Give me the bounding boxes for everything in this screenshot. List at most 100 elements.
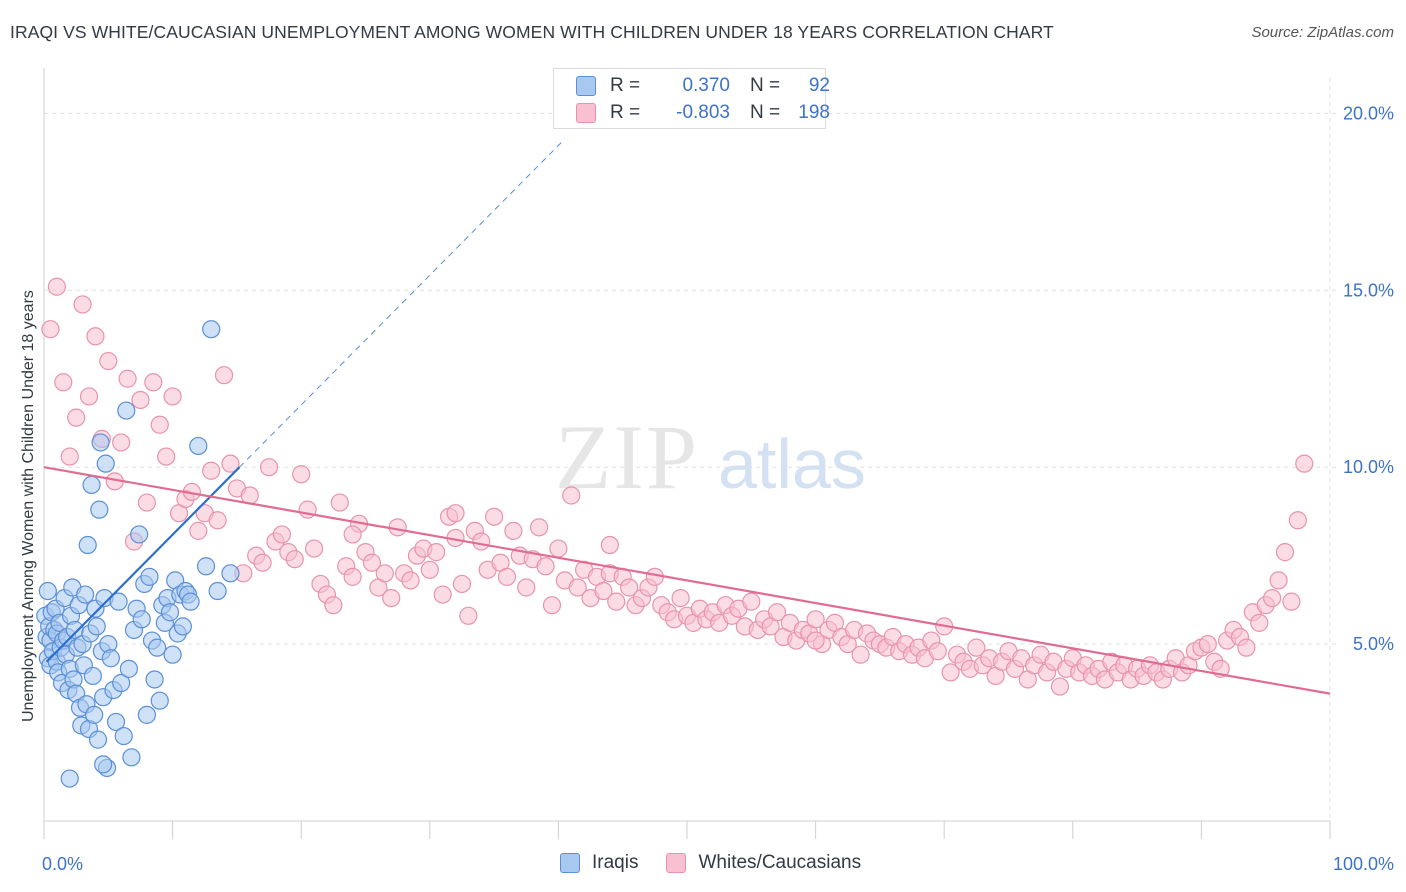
series-iraqis-points bbox=[36, 320, 240, 788]
trend-lines bbox=[43, 138, 1331, 695]
r-label: R = bbox=[610, 102, 641, 123]
white-point bbox=[189, 521, 208, 540]
iraqi-point bbox=[85, 705, 104, 724]
white-point bbox=[67, 408, 86, 427]
white-point bbox=[497, 567, 517, 586]
white-point bbox=[99, 351, 118, 371]
white-point bbox=[79, 387, 99, 406]
white-point bbox=[806, 631, 825, 650]
iraqi-point bbox=[202, 320, 221, 339]
white-point bbox=[1198, 634, 1217, 654]
white-point bbox=[517, 578, 536, 597]
white-point bbox=[568, 578, 587, 597]
white-point bbox=[285, 550, 304, 569]
legend-item-iraqis[interactable]: Iraqis bbox=[560, 852, 638, 874]
white-point bbox=[607, 592, 626, 611]
iraqi-point bbox=[189, 436, 208, 456]
iraqi-point bbox=[112, 673, 131, 693]
y-tick-label: 15.0% bbox=[1343, 280, 1394, 300]
r-label: R = bbox=[610, 75, 641, 96]
iraqi-point bbox=[160, 603, 180, 622]
white-point bbox=[446, 504, 465, 523]
white-point bbox=[259, 458, 279, 477]
white-point bbox=[304, 539, 324, 558]
iraqi-point bbox=[91, 433, 110, 452]
iraqi-point bbox=[90, 500, 109, 519]
white-point bbox=[620, 578, 639, 597]
iraqi-point bbox=[109, 592, 128, 611]
iraqi-point bbox=[148, 638, 167, 657]
iraqi-point bbox=[76, 585, 95, 604]
white-point bbox=[536, 557, 555, 576]
white-point bbox=[112, 433, 131, 452]
white-point bbox=[41, 320, 60, 339]
series-legend: Iraqis Whites/Caucasians bbox=[560, 852, 889, 874]
white-point bbox=[851, 645, 870, 664]
legend-item-whites[interactable]: Whites/Caucasians bbox=[666, 852, 861, 874]
white-point bbox=[1250, 613, 1269, 632]
white-point bbox=[163, 387, 182, 406]
n-value: 92 bbox=[808, 75, 830, 96]
axes bbox=[43, 68, 1331, 839]
white-point bbox=[137, 493, 156, 512]
tick-labels: 5.0% 10.0% 15.0% 20.0% 0.0% 100.0% bbox=[42, 103, 1394, 874]
n-label: N = bbox=[750, 102, 781, 123]
white-point bbox=[375, 564, 394, 583]
iraqi-trend-line bbox=[45, 466, 241, 663]
r-value: 0.370 bbox=[682, 75, 730, 96]
correlation-legend: R = 0.370 N = 92 R = -0.803 N = 198 bbox=[553, 68, 830, 129]
white-point bbox=[600, 535, 619, 555]
white-point bbox=[562, 486, 581, 505]
white-point bbox=[594, 581, 613, 601]
iraqi-point bbox=[83, 666, 102, 686]
white-point bbox=[806, 610, 825, 629]
iraqi-point bbox=[114, 726, 133, 746]
iraqi-point bbox=[38, 581, 57, 601]
y-tick-label: 10.0% bbox=[1343, 457, 1394, 477]
white-point bbox=[1263, 588, 1282, 608]
iraqi-swatch bbox=[560, 853, 580, 873]
white-point bbox=[742, 592, 761, 611]
iraqi-point bbox=[132, 610, 151, 629]
white-point bbox=[54, 373, 73, 392]
watermark: ZIP atlas bbox=[555, 406, 866, 508]
white-point bbox=[1275, 543, 1295, 562]
iraqi-point bbox=[87, 617, 106, 636]
iraqi-point bbox=[150, 691, 169, 710]
iraqi-trend-extension bbox=[239, 138, 566, 468]
white-swatch bbox=[666, 853, 687, 873]
iraqi-point bbox=[119, 659, 138, 678]
iraqi-point bbox=[208, 581, 227, 601]
r-value: -0.803 bbox=[676, 102, 730, 123]
iraqi-point bbox=[137, 705, 156, 724]
iraqi-point bbox=[96, 454, 115, 473]
white-point bbox=[928, 642, 947, 661]
iraqi-point bbox=[106, 712, 126, 732]
white-point bbox=[427, 543, 446, 562]
white-point bbox=[144, 373, 163, 392]
legend-row-whites: R = -0.803 N = 198 bbox=[576, 101, 830, 125]
white-point bbox=[118, 369, 137, 388]
white-point bbox=[202, 461, 221, 480]
white-point bbox=[1288, 511, 1307, 530]
legend-row-iraqis: R = 0.370 N = 92 bbox=[576, 74, 830, 98]
white-point bbox=[253, 553, 272, 572]
white-point bbox=[967, 638, 986, 657]
iraqi-point bbox=[140, 567, 159, 586]
white-point bbox=[1050, 677, 1070, 696]
iraqi-point bbox=[88, 730, 108, 749]
iraqi-point bbox=[163, 645, 182, 664]
y-tick-label: 20.0% bbox=[1343, 103, 1394, 123]
white-point bbox=[131, 390, 150, 410]
white-point bbox=[1269, 571, 1288, 590]
white-point bbox=[472, 532, 491, 551]
white-point bbox=[1237, 638, 1256, 657]
y-tick-label: 5.0% bbox=[1353, 634, 1394, 654]
legend-label-whites: Whites/Caucasians bbox=[698, 852, 862, 873]
iraqi-swatch bbox=[576, 76, 596, 96]
n-value: 198 bbox=[798, 102, 830, 123]
white-point bbox=[221, 454, 240, 473]
iraqi-point bbox=[117, 401, 136, 420]
iraqi-point bbox=[94, 755, 113, 774]
white-point bbox=[73, 295, 92, 314]
